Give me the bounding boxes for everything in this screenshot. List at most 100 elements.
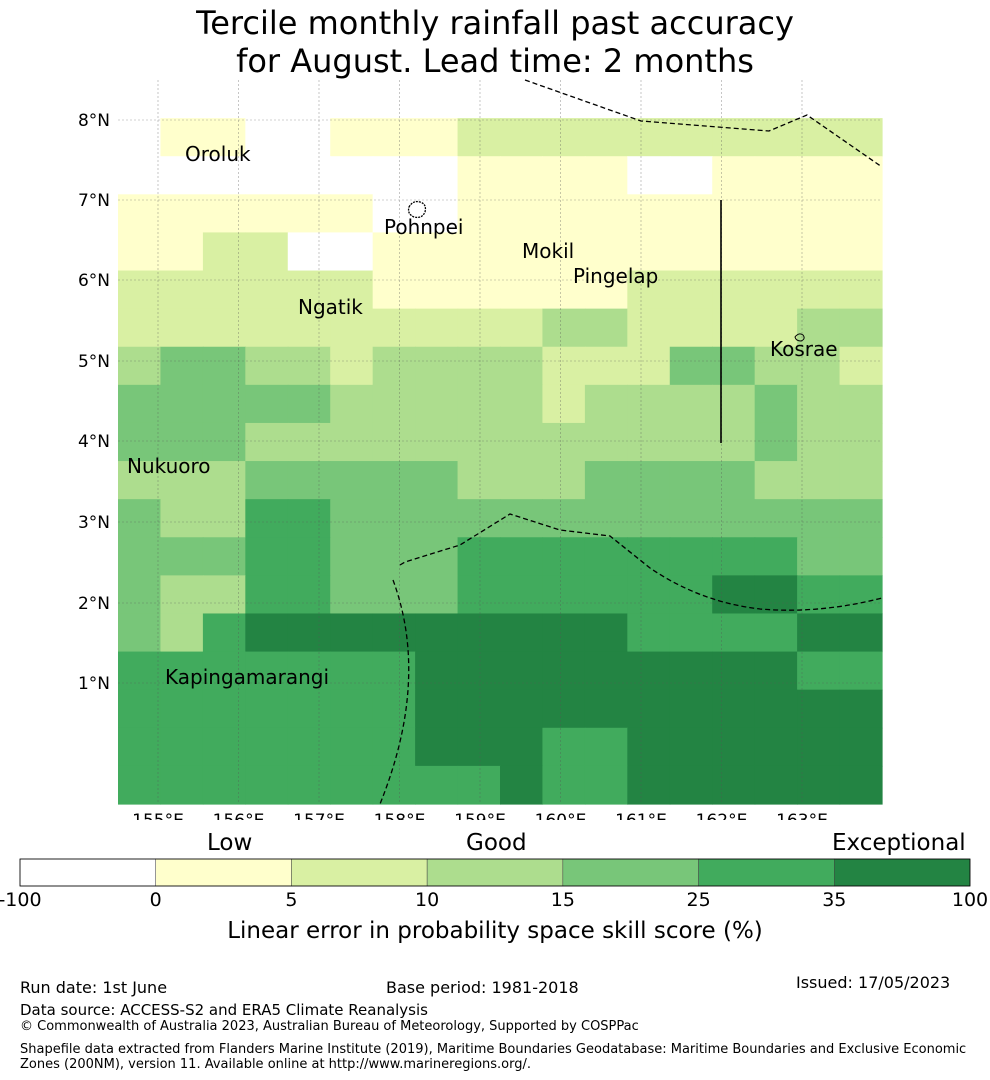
grid-cell	[160, 156, 204, 195]
grid-cell	[542, 232, 586, 272]
grid-cell	[712, 118, 756, 157]
grid-cell	[627, 80, 671, 119]
grid-cell	[372, 80, 416, 119]
colorbar-tick: 25	[686, 889, 711, 911]
grid-cell	[754, 651, 798, 691]
grid-cell	[160, 308, 204, 348]
colorbar-swatch	[562, 858, 699, 887]
grid-cell	[202, 384, 246, 424]
graticule	[118, 80, 882, 804]
grid-cell	[330, 727, 374, 767]
grid-cell	[287, 651, 331, 691]
grid-cell	[797, 422, 841, 462]
grid-cell	[500, 80, 544, 119]
grid-cell	[415, 156, 459, 195]
grid-cell	[754, 537, 798, 576]
grid-cell	[797, 346, 841, 386]
grid-cell	[797, 613, 841, 653]
grid-cell	[712, 651, 756, 691]
grid-cell	[118, 575, 162, 615]
grid-cell	[669, 308, 713, 348]
grid-cell	[118, 156, 162, 195]
grid-cell	[245, 270, 289, 310]
grid-cell	[372, 384, 416, 424]
grid-cell	[287, 194, 331, 234]
grid-cell	[287, 689, 331, 729]
grid-cell	[372, 232, 416, 272]
grid-cell	[584, 461, 628, 500]
lat-label: 2°N	[78, 594, 110, 614]
grid-cell	[584, 194, 628, 234]
grid-cell	[500, 308, 544, 348]
grid-cell	[245, 118, 289, 157]
grid-cell	[542, 422, 586, 462]
grid-cell	[415, 499, 459, 538]
grid-cell	[542, 461, 586, 500]
grid-cell	[245, 575, 289, 615]
grid-cell	[712, 575, 756, 615]
grid-cell	[202, 308, 246, 348]
grid-cell	[584, 118, 628, 157]
grid-cell	[500, 727, 544, 767]
grid-cell	[330, 689, 374, 729]
colorbar-tick: 100	[951, 889, 989, 911]
colorbar-tick: 10	[415, 889, 440, 911]
colorbar-tick: 5	[285, 889, 298, 911]
lat-label: 8°N	[78, 111, 110, 131]
grid-cell	[669, 765, 713, 805]
grid-cell	[712, 270, 756, 310]
colorbar-label: Linear error in probability space skill …	[227, 918, 763, 944]
grid-cell	[457, 461, 501, 500]
grid-cell	[712, 346, 756, 386]
grid-cell	[839, 689, 883, 729]
grid-cell	[330, 499, 374, 538]
grid-cell	[500, 232, 544, 272]
grid-cell	[202, 651, 246, 691]
place-label-mokil: Mokil	[522, 239, 574, 263]
grid-cell	[839, 270, 883, 310]
grid-cell	[287, 308, 331, 348]
grid-cell	[118, 80, 162, 119]
grid-cell	[797, 727, 841, 767]
place-labels: Oroluk Pohnpei Mokil Pingelap Ngatik Kos…	[127, 142, 838, 689]
grid-cell	[160, 422, 204, 462]
grid-cell	[118, 194, 162, 234]
grid-cell	[500, 765, 544, 805]
grid-cell	[457, 384, 501, 424]
grid-cell	[754, 156, 798, 195]
grid-cell	[754, 461, 798, 500]
grid-cell	[839, 80, 883, 119]
grid-cell	[584, 537, 628, 576]
colorbar-swatches	[19, 858, 971, 887]
colorbar-category-low: Low	[207, 830, 253, 856]
grid-cell	[712, 232, 756, 272]
grid-cell	[245, 308, 289, 348]
colorbar-tick: 0	[149, 889, 162, 911]
grid-cell	[287, 346, 331, 386]
grid-cell	[627, 461, 671, 500]
grid-cell	[160, 613, 204, 653]
lon-label: 157°E	[293, 811, 345, 820]
grid-cell	[500, 346, 544, 386]
grid-cell	[160, 346, 204, 386]
grid-cell	[457, 118, 501, 157]
grid-cell	[669, 727, 713, 767]
grid-cell	[669, 613, 713, 653]
grid-cell	[627, 613, 671, 653]
grid-cell	[118, 308, 162, 348]
grid-cell	[415, 80, 459, 119]
grid-cell	[457, 765, 501, 805]
grid-cell	[287, 537, 331, 576]
grid-cell	[287, 613, 331, 653]
grid-cell	[160, 461, 204, 500]
grid-cell	[330, 308, 374, 348]
grid-cell	[584, 156, 628, 195]
grid-cell	[415, 346, 459, 386]
colorbar-category-exceptional: Exceptional	[832, 830, 966, 856]
grid-cell	[542, 537, 586, 576]
place-label-kosrae: Kosrae	[770, 337, 838, 361]
grid-cell	[330, 384, 374, 424]
grid-cell	[797, 765, 841, 805]
grid-cell	[797, 194, 841, 234]
grid-cell	[287, 727, 331, 767]
